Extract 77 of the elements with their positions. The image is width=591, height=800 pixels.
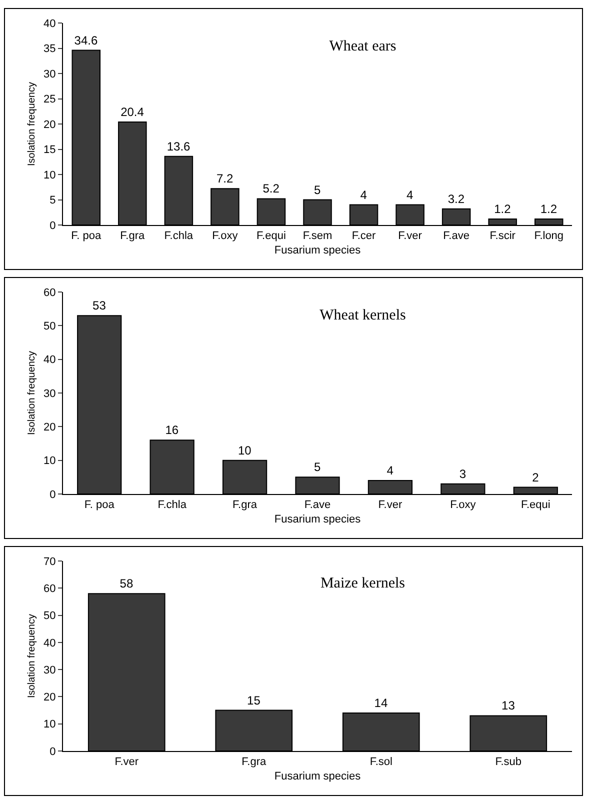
data-label: 5 xyxy=(314,182,321,197)
data-label: 5.2 xyxy=(262,182,280,196)
x-tick-label: F.gra xyxy=(232,499,258,512)
y-tick-label: 10 xyxy=(44,169,56,182)
y-tick-label: 0 xyxy=(50,220,56,232)
y-tick-label: 30 xyxy=(44,664,56,676)
x-tick-label: F.ave xyxy=(304,499,331,512)
x-tick-label: F.chla xyxy=(164,230,194,242)
y-tick-label: 15 xyxy=(44,144,56,156)
y-tick-label: 25 xyxy=(44,94,56,106)
y-tick-label: 10 xyxy=(44,455,56,468)
y-axis-title: Isolation frequency xyxy=(26,614,38,698)
data-label: 1.2 xyxy=(494,202,512,216)
data-label: 5 xyxy=(314,460,321,474)
x-tick-label: F.equi xyxy=(256,230,286,242)
text: Wheat ears xyxy=(329,38,396,55)
x-tick-label: F.equi xyxy=(520,499,550,512)
x-tick-label: F.sub xyxy=(495,756,522,768)
data-label: 7.2 xyxy=(216,172,234,186)
x-tick-label: F.oxy xyxy=(212,230,238,242)
y-tick-label: 30 xyxy=(44,68,56,80)
data-label: 10 xyxy=(238,443,252,458)
data-label: 16 xyxy=(165,423,179,438)
y-tick-label: 35 xyxy=(44,43,56,56)
y-tick-label: 20 xyxy=(44,692,56,704)
x-tick-label: F.ver xyxy=(114,756,139,768)
y-tick-label: 0 xyxy=(50,746,56,758)
x-tick-label: F.sem xyxy=(302,230,332,242)
data-label: 3 xyxy=(459,466,466,481)
y-tick-label: 30 xyxy=(44,388,56,400)
y-tick-label: 60 xyxy=(44,582,56,595)
data-label: 14 xyxy=(374,696,388,710)
y-tick-label: 50 xyxy=(44,320,56,333)
x-tick-label: F.gra xyxy=(120,230,146,242)
text: Maize kernels xyxy=(320,575,406,592)
y-tick-label: 20 xyxy=(44,422,56,434)
data-label: 58 xyxy=(120,576,134,591)
data-label: 2 xyxy=(532,470,540,484)
y-tick-label: 5 xyxy=(50,194,56,207)
data-label: 4 xyxy=(360,188,368,202)
data-label: 1.2 xyxy=(540,202,558,216)
y-tick-label: 60 xyxy=(44,286,56,299)
y-tick-label: 50 xyxy=(44,610,56,622)
x-tick-label: F. poa xyxy=(84,499,116,512)
x-tick-label: F.ver xyxy=(398,230,422,242)
y-tick-label: 70 xyxy=(44,556,56,568)
data-label: 3.2 xyxy=(448,192,465,206)
y-axis-title: Isolation frequency xyxy=(26,82,38,166)
x-tick-label: F.chla xyxy=(158,499,188,512)
data-label: 34.6 xyxy=(74,33,98,48)
y-tick-label: 40 xyxy=(44,354,56,366)
x-tick-label: F. poa xyxy=(71,230,102,242)
x-tick-label: F.scir xyxy=(490,230,516,242)
data-label: 13.6 xyxy=(166,139,191,154)
data-label: 4 xyxy=(406,188,414,202)
y-axis-title: Isolation frequency xyxy=(26,351,38,435)
data-label: 13 xyxy=(502,698,516,713)
x-tick-label: F.sol xyxy=(370,756,392,768)
data-label: 53 xyxy=(92,298,106,313)
x-axis-title: Fusarium species xyxy=(274,513,362,526)
x-tick-label: F.ave xyxy=(443,230,470,242)
x-tick-label: F.oxy xyxy=(450,499,476,512)
y-tick-label: 20 xyxy=(44,118,56,131)
text: Wheat kernels xyxy=(320,308,406,324)
x-tick-label: F.long xyxy=(534,230,564,242)
x-tick-label: F.gra xyxy=(242,756,267,768)
y-tick-label: 0 xyxy=(50,488,56,501)
data-label: 4 xyxy=(386,464,394,478)
x-tick-label: F.cer xyxy=(352,230,376,242)
y-tick-label: 40 xyxy=(44,637,56,650)
y-tick-label: 10 xyxy=(44,718,56,731)
y-tick-label: 40 xyxy=(44,18,56,30)
data-label: 20.4 xyxy=(120,104,144,119)
x-axis-title: Fusarium species xyxy=(274,770,362,782)
data-label: 15 xyxy=(247,693,261,708)
x-axis-title: Fusarium species xyxy=(274,244,362,256)
x-tick-label: F.ver xyxy=(378,499,402,512)
